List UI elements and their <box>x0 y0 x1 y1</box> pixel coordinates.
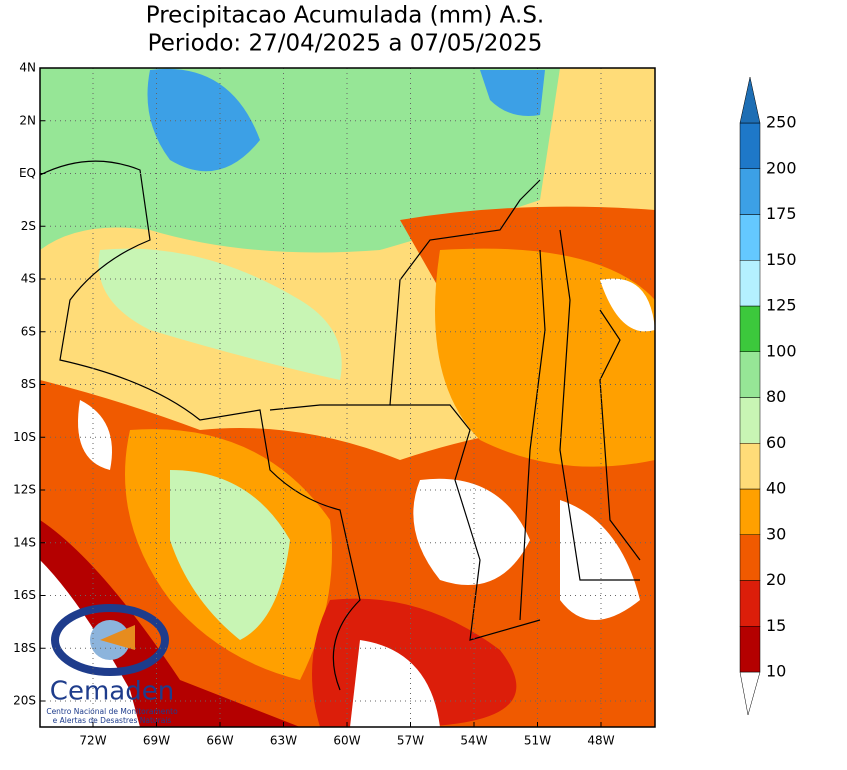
logo-subtitle: Centro Nacional de Monitoramento <box>46 707 178 716</box>
lon-label: 72W <box>79 734 106 748</box>
title-line: Precipitacao Acumulada (mm) A.S. <box>146 3 544 29</box>
colorbar-label: 30 <box>766 524 786 543</box>
lat-label: 6S <box>21 324 36 338</box>
colorbar-box <box>739 122 761 169</box>
colorbar-label: 175 <box>766 204 797 223</box>
colorbar-box <box>739 168 761 215</box>
colorbar-label: 125 <box>766 296 797 315</box>
colorbar-label: 10 <box>766 662 786 681</box>
lat-label: 10S <box>13 430 36 444</box>
logo-mark <box>100 625 135 650</box>
colorbar-under <box>739 671 761 716</box>
colorbar-label: 15 <box>766 616 786 635</box>
lat-label: 20S <box>13 694 36 708</box>
colorbar-box <box>739 580 761 627</box>
logo-subtitle: e Alertas de Desastres Naturais <box>53 716 172 725</box>
lon-label: 51W <box>524 734 551 748</box>
colorbar-box <box>739 534 761 581</box>
colorbar-box <box>739 260 761 307</box>
lat-label: EQ <box>19 166 36 180</box>
logo-name: Cemaden <box>50 677 174 707</box>
precipitation-field <box>40 68 655 727</box>
lat-label: 16S <box>13 588 36 602</box>
lon-label: 57W <box>397 734 424 748</box>
lon-label: 63W <box>270 734 297 748</box>
lon-label: 60W <box>333 734 360 748</box>
lat-label: 4S <box>21 272 36 286</box>
colorbar-box <box>739 626 761 673</box>
lat-label: 2N <box>19 113 36 127</box>
colorbar-box <box>739 443 761 490</box>
lon-label: 48W <box>587 734 614 748</box>
logo-eye <box>51 604 169 676</box>
lat-label: 2S <box>21 219 36 233</box>
colorbar-label: 250 <box>766 113 797 132</box>
lat-label: 18S <box>13 641 36 655</box>
colorbar-label: 100 <box>766 341 797 360</box>
lat-label: 14S <box>13 535 36 549</box>
colorbar-label: 150 <box>766 250 797 269</box>
lat-label: 12S <box>13 483 36 497</box>
lon-label: 69W <box>143 734 170 748</box>
colorbar-label: 20 <box>766 570 786 589</box>
colorbar-box <box>739 351 761 398</box>
colorbar-label: 200 <box>766 158 797 177</box>
colorbar-label: 80 <box>766 387 786 406</box>
colorbar-label: 40 <box>766 479 786 498</box>
colorbar-box <box>739 488 761 535</box>
colorbar-box <box>739 305 761 352</box>
logo: Cemaden Centro Nacional de Monitoramento… <box>46 604 178 725</box>
map-frame <box>39 67 656 728</box>
title-line: Periodo: 27/04/2025 a 07/05/2025 <box>148 31 543 57</box>
colorbar-box <box>739 214 761 261</box>
colorbar-over <box>739 76 761 124</box>
colorbar-box <box>739 397 761 444</box>
lon-label: 66W <box>206 734 233 748</box>
colorbar-label: 60 <box>766 433 786 452</box>
borders <box>39 160 641 691</box>
lat-label: 8S <box>21 377 36 391</box>
lon-label: 54W <box>460 734 487 748</box>
lat-label: 4N <box>19 61 36 75</box>
